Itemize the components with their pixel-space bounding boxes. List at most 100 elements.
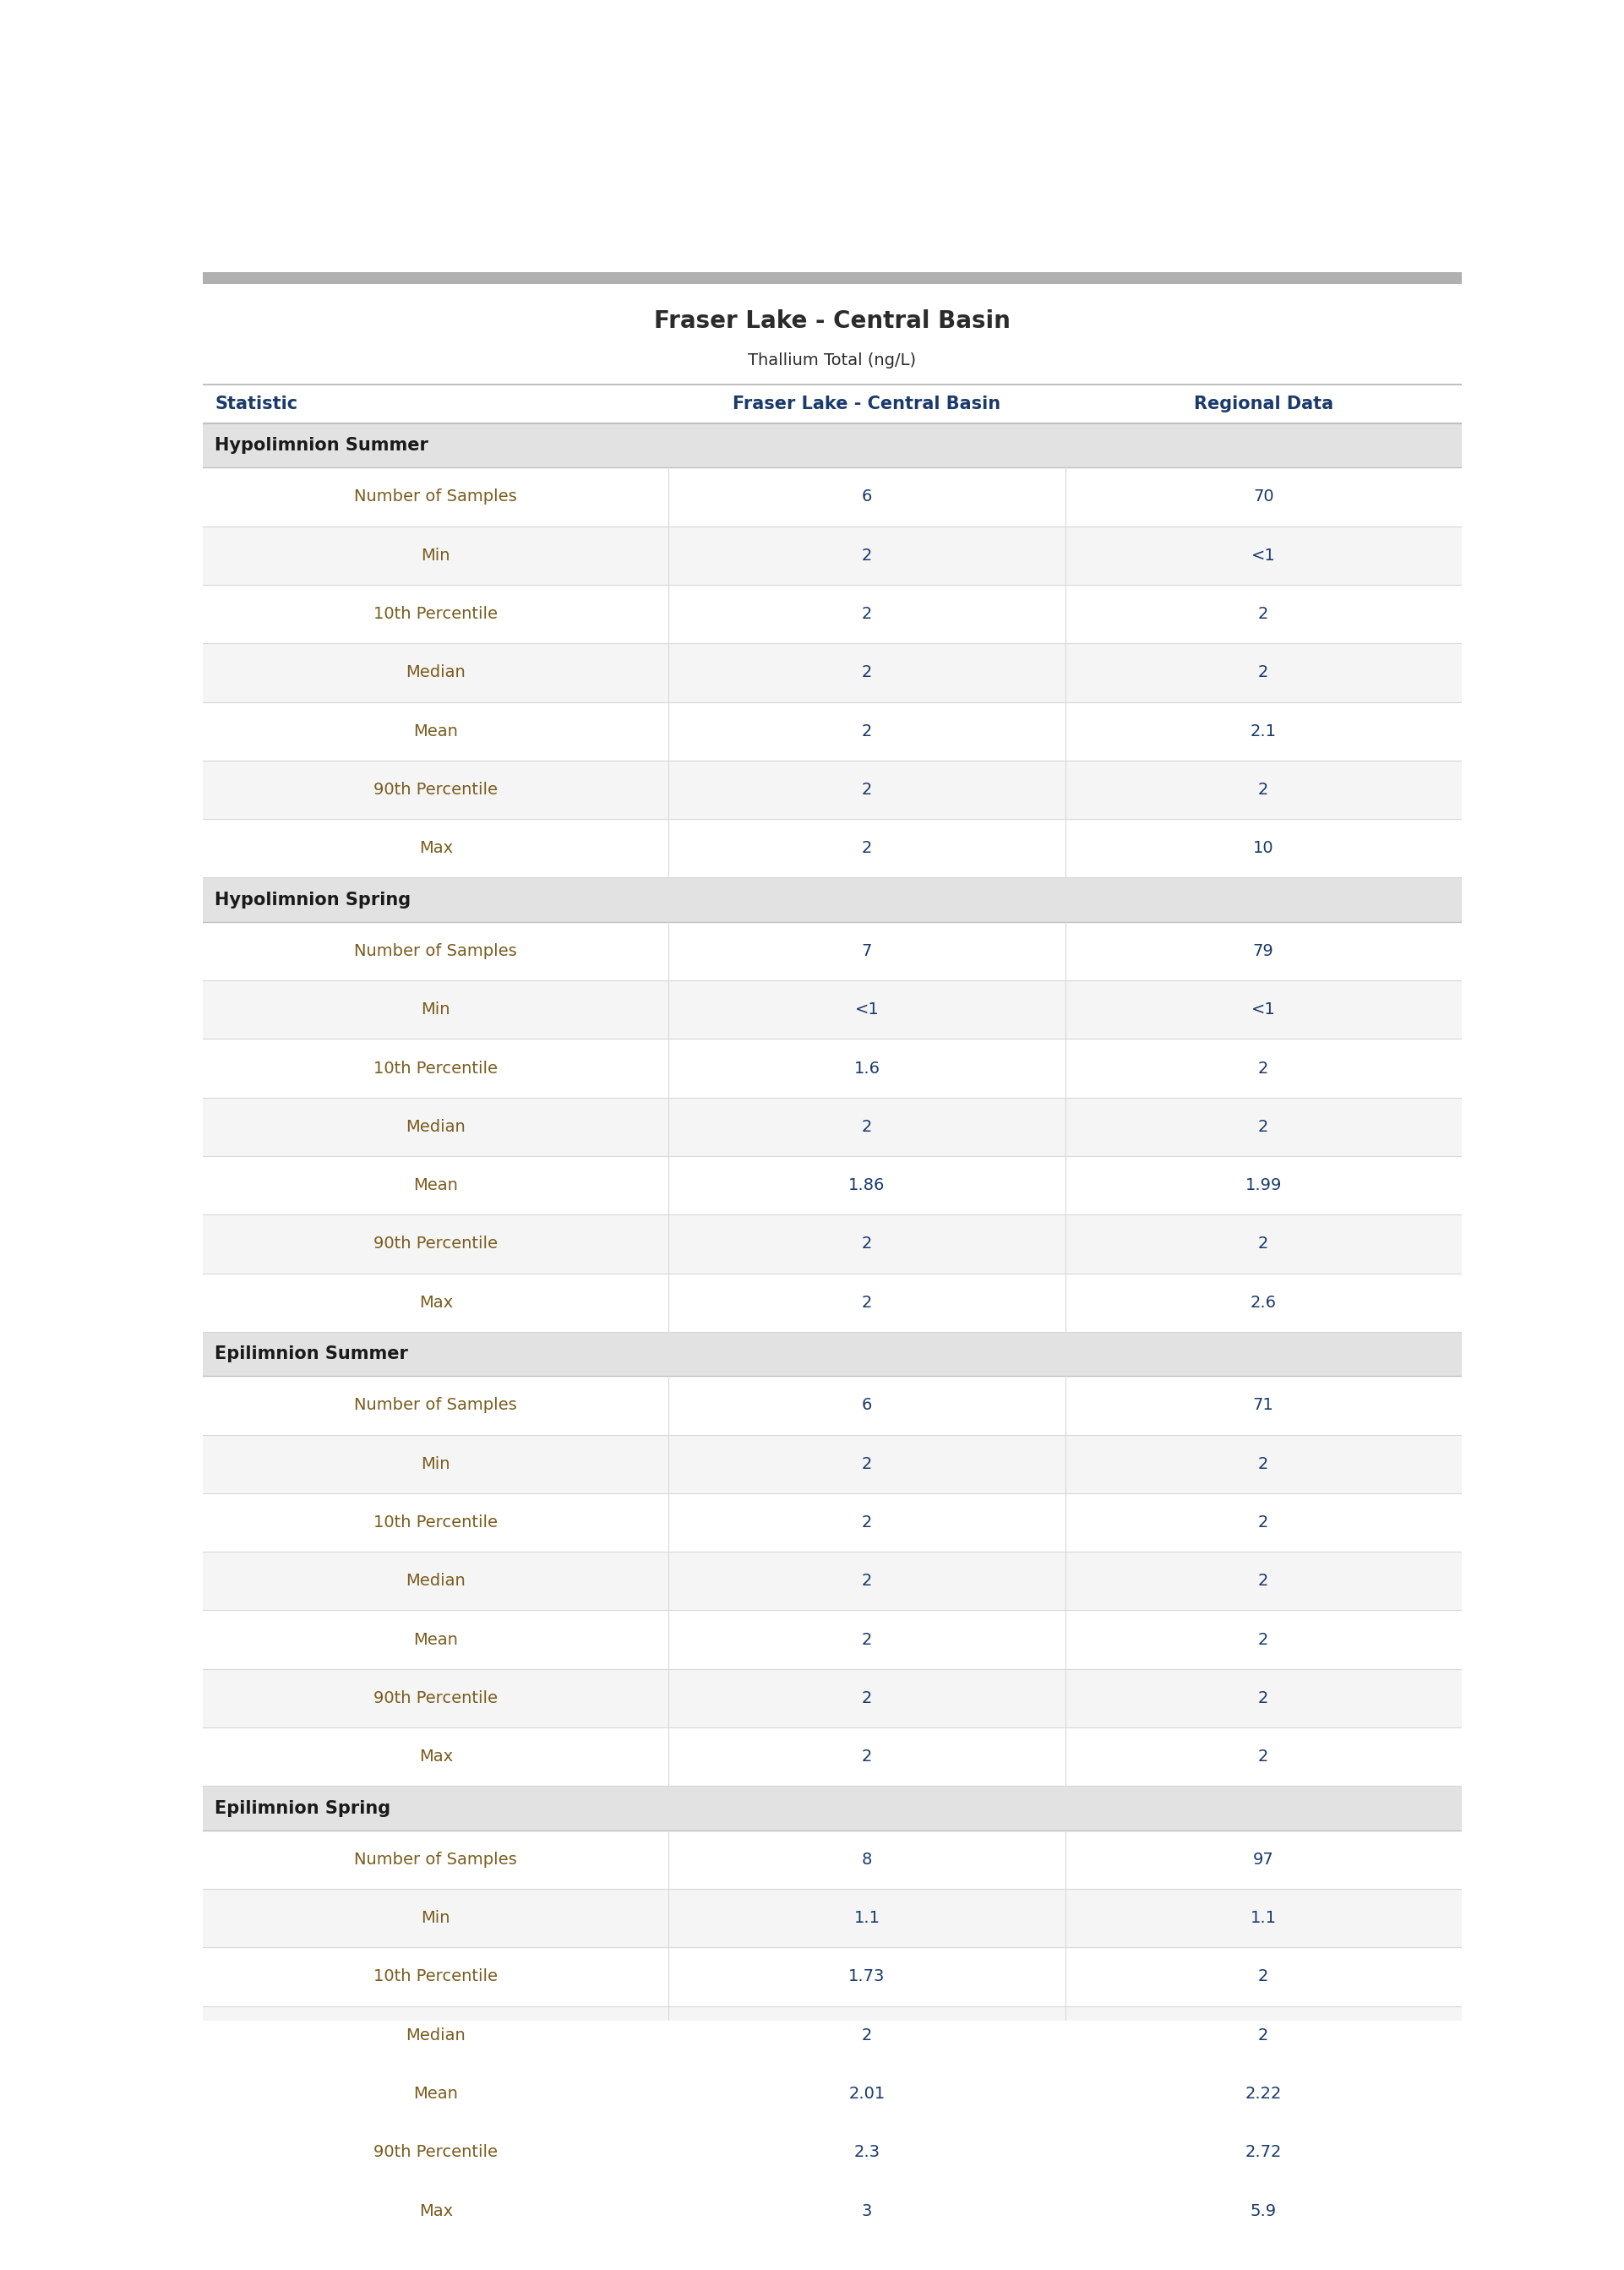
Text: Fraser Lake - Central Basin: Fraser Lake - Central Basin bbox=[654, 309, 1010, 334]
Bar bbox=[203, 1214, 1462, 1273]
Bar bbox=[669, 1096, 1065, 1155]
Text: 90th Percentile: 90th Percentile bbox=[374, 1235, 499, 1253]
Text: Mean: Mean bbox=[414, 1178, 458, 1194]
Bar bbox=[203, 1948, 1462, 2007]
Bar bbox=[1065, 642, 1462, 701]
Text: Median: Median bbox=[406, 1119, 466, 1135]
Text: 2.1: 2.1 bbox=[1250, 724, 1276, 740]
Bar bbox=[203, 1332, 1462, 1376]
Text: 2.6: 2.6 bbox=[1250, 1294, 1276, 1310]
Text: 2: 2 bbox=[1259, 1514, 1268, 1530]
Bar bbox=[669, 1214, 1065, 1273]
Text: 2: 2 bbox=[1259, 1748, 1268, 1764]
Text: Hypolimnion Spring: Hypolimnion Spring bbox=[214, 892, 411, 908]
Bar bbox=[203, 586, 1462, 642]
Text: Min: Min bbox=[421, 1909, 450, 1927]
Bar bbox=[1065, 1096, 1462, 1155]
Text: 2: 2 bbox=[1259, 781, 1268, 797]
Text: 2: 2 bbox=[862, 1514, 872, 1530]
Text: 2: 2 bbox=[1259, 2027, 1268, 2043]
Bar bbox=[203, 1786, 1462, 1830]
Bar bbox=[1065, 1435, 1462, 1494]
Text: Number of Samples: Number of Samples bbox=[354, 1852, 518, 1868]
Text: Min: Min bbox=[421, 1455, 450, 1471]
Text: Median: Median bbox=[406, 665, 466, 681]
Text: 10th Percentile: 10th Percentile bbox=[374, 1514, 499, 1530]
Bar bbox=[669, 760, 1065, 819]
Bar bbox=[203, 878, 1462, 922]
Bar bbox=[203, 527, 1462, 586]
Bar bbox=[203, 2122, 1462, 2181]
Text: 2: 2 bbox=[1259, 1968, 1268, 1984]
Text: 2: 2 bbox=[1259, 1235, 1268, 1253]
Text: Max: Max bbox=[419, 2202, 453, 2220]
Text: Min: Min bbox=[421, 1001, 450, 1017]
Bar bbox=[1065, 1668, 1462, 1727]
Text: Epilimnion Spring: Epilimnion Spring bbox=[214, 1800, 391, 1816]
Text: 2.3: 2.3 bbox=[854, 2145, 880, 2161]
Bar bbox=[669, 1435, 1065, 1494]
Text: Thallium Total (ng/L): Thallium Total (ng/L) bbox=[749, 352, 916, 368]
Text: Statistic: Statistic bbox=[214, 395, 297, 413]
Text: 90th Percentile: 90th Percentile bbox=[374, 2145, 499, 2161]
Bar bbox=[669, 1889, 1065, 1948]
Text: Min: Min bbox=[421, 547, 450, 563]
Text: 2: 2 bbox=[862, 724, 872, 740]
Text: 2: 2 bbox=[862, 1632, 872, 1648]
Bar bbox=[203, 424, 1462, 468]
Bar bbox=[203, 1155, 1462, 1214]
Text: Regional Data: Regional Data bbox=[1194, 395, 1333, 413]
Bar bbox=[669, 1668, 1065, 1727]
Bar bbox=[1065, 1214, 1462, 1273]
Bar bbox=[669, 527, 1065, 586]
Text: 2.72: 2.72 bbox=[1246, 2145, 1281, 2161]
Text: Number of Samples: Number of Samples bbox=[354, 488, 518, 504]
Text: Mean: Mean bbox=[414, 1632, 458, 1648]
Text: 2: 2 bbox=[1259, 665, 1268, 681]
Text: 8: 8 bbox=[862, 1852, 872, 1868]
Text: 7: 7 bbox=[862, 942, 872, 960]
Text: 3: 3 bbox=[862, 2202, 872, 2220]
Text: 2: 2 bbox=[1259, 1573, 1268, 1589]
Text: 2: 2 bbox=[862, 2027, 872, 2043]
Bar bbox=[203, 1040, 1462, 1096]
Bar bbox=[203, 642, 1462, 701]
Text: Max: Max bbox=[419, 1294, 453, 1310]
Bar bbox=[1065, 760, 1462, 819]
Bar bbox=[1065, 2122, 1462, 2181]
Text: 97: 97 bbox=[1252, 1852, 1273, 1868]
Text: 10th Percentile: 10th Percentile bbox=[374, 1060, 499, 1076]
Text: 5.9: 5.9 bbox=[1250, 2202, 1276, 2220]
Text: 2: 2 bbox=[862, 606, 872, 622]
Text: Epilimnion Summer: Epilimnion Summer bbox=[214, 1346, 408, 1362]
Bar bbox=[203, 2007, 1462, 2063]
Text: <1: <1 bbox=[854, 1001, 879, 1017]
Text: 1.86: 1.86 bbox=[849, 1178, 885, 1194]
Text: 6: 6 bbox=[862, 488, 872, 504]
Text: 79: 79 bbox=[1252, 942, 1273, 960]
Text: 10th Percentile: 10th Percentile bbox=[374, 1968, 499, 1984]
Bar bbox=[669, 2007, 1065, 2063]
Text: Max: Max bbox=[419, 1748, 453, 1764]
Bar bbox=[669, 2122, 1065, 2181]
Text: 10: 10 bbox=[1254, 840, 1273, 856]
Text: 2: 2 bbox=[862, 840, 872, 856]
Bar bbox=[203, 1096, 1462, 1155]
Bar bbox=[203, 1435, 1462, 1494]
Text: Number of Samples: Number of Samples bbox=[354, 1398, 518, 1414]
Text: 6: 6 bbox=[862, 1398, 872, 1414]
Text: 71: 71 bbox=[1252, 1398, 1273, 1414]
Text: 2: 2 bbox=[862, 1691, 872, 1707]
Bar bbox=[203, 1830, 1462, 1889]
Text: 1.6: 1.6 bbox=[854, 1060, 880, 1076]
Text: 2: 2 bbox=[862, 665, 872, 681]
Text: 2: 2 bbox=[1259, 1119, 1268, 1135]
Bar bbox=[203, 272, 1462, 284]
Text: 2: 2 bbox=[1259, 606, 1268, 622]
Bar bbox=[203, 1376, 1462, 1435]
Bar bbox=[203, 981, 1462, 1040]
Text: 90th Percentile: 90th Percentile bbox=[374, 1691, 499, 1707]
Text: 90th Percentile: 90th Percentile bbox=[374, 781, 499, 797]
Text: 10th Percentile: 10th Percentile bbox=[374, 606, 499, 622]
Bar bbox=[203, 819, 1462, 878]
